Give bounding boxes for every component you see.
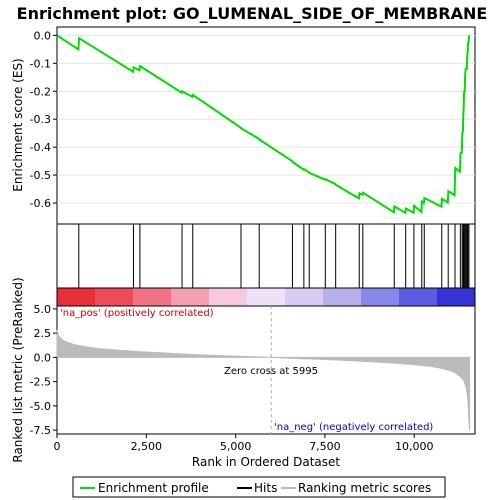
heatmap-block — [95, 288, 134, 306]
es-y-axis-label: Enrichment score (ES) — [11, 58, 25, 191]
legend-box — [72, 476, 446, 498]
legend-hits-label: Hits — [254, 481, 277, 495]
heatmap-block — [323, 288, 362, 306]
metric-tick-label: -2.5 — [30, 376, 51, 389]
metric-panel-frame — [56, 305, 476, 435]
heatmap-block — [285, 288, 324, 306]
heatmap-block — [57, 288, 96, 306]
metric-y-axis-label: Ranked list metric (PreRanked) — [11, 277, 25, 462]
zero-cross-label: Zero cross at 5995 — [224, 366, 318, 377]
legend-metric-label: Ranking metric scores — [298, 481, 431, 495]
es-tick-label: -0.2 — [30, 85, 51, 98]
x-tick-label: 7,500 — [309, 440, 341, 453]
heatmap-block — [437, 288, 476, 306]
neg-label: 'na_neg' (negatively correlated) — [274, 422, 433, 433]
es-panel: 0.0 -0.1 -0.2 -0.3 -0.4 -0.5 -0.6 — [30, 26, 476, 225]
chart-title: Enrichment plot: GO_LUMENAL_SIDE_OF_MEMB… — [17, 4, 488, 23]
metric-tick-label: 0.0 — [34, 351, 52, 364]
es-tick-label: -0.3 — [30, 113, 51, 126]
metric-tick-label: 2.5 — [34, 327, 52, 340]
x-tick-label: 10,000 — [395, 440, 434, 453]
x-tick-label: 5,000 — [220, 440, 252, 453]
es-tick-label: -0.6 — [30, 197, 51, 210]
metric-tick-label: 5.0 — [34, 303, 52, 316]
heatmap-block — [171, 288, 210, 306]
heatmap-bar — [56, 287, 476, 307]
es-tick-label: -0.4 — [30, 141, 51, 154]
heatmap-block — [209, 288, 248, 306]
legend: Enrichment profile Hits Ranking metric s… — [72, 476, 446, 498]
heatmap-block — [247, 288, 286, 306]
enrichment-profile-line — [56, 34, 471, 215]
es-tick-label: 0.0 — [34, 29, 52, 42]
es-tick-label: -0.5 — [30, 169, 51, 182]
pos-label: 'na_pos' (positively correlated) — [60, 308, 214, 319]
x-tick-label: 2,500 — [131, 440, 163, 453]
x-tick-label: 0 — [54, 440, 61, 453]
heatmap-block — [133, 288, 172, 306]
x-axis-label: Rank in Ordered Dataset — [192, 455, 340, 469]
metric-tick-label: -7.5 — [30, 424, 51, 437]
es-tick-label: -0.1 — [30, 57, 51, 70]
metric-panel: 5.0 2.5 0.0 -2.5 -5.0 -7.5 'na_pos' (positive… — [30, 303, 476, 437]
metric-tick-label: -5.0 — [30, 400, 51, 413]
heatmap-block — [399, 288, 438, 306]
ranking-metric-area — [56, 330, 471, 431]
heatmap-block — [361, 288, 400, 306]
legend-es-label: Enrichment profile — [98, 481, 209, 495]
